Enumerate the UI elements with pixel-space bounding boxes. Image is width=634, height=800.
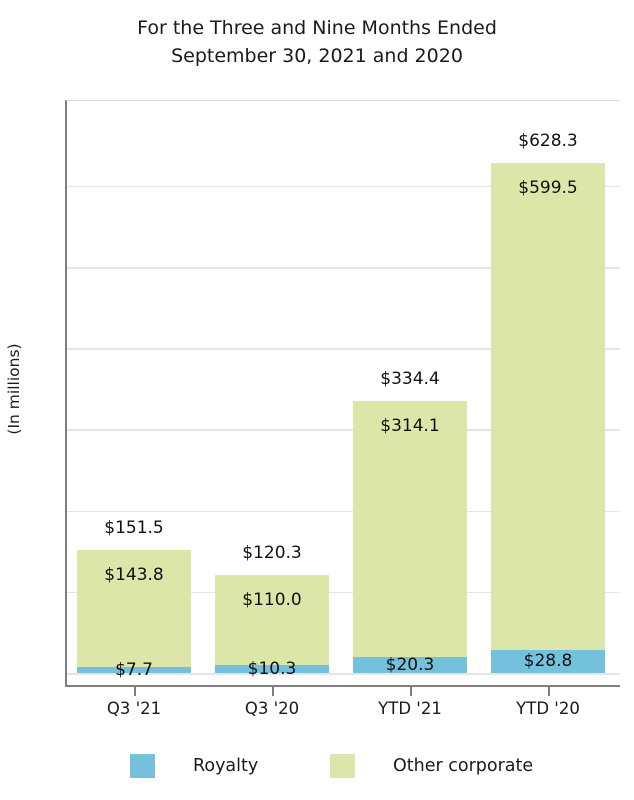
bar-segment-other-corporate [77,549,191,667]
x-tick-label-1: Q3 '21 [106,699,162,718]
bar-segment-royalty [491,649,605,673]
x-tick [548,687,550,696]
bar-segment-royalty [353,656,467,673]
x-tick [410,687,412,696]
bar-segment-royalty [77,666,191,673]
plot-area: $151.5 $143.8 $7.7 Q3 '21 $120.3 $110.0 $10.3 Q… [65,100,620,718]
chart-title-line1: For the Three and Nine Months Ended [137,17,497,39]
bar-label-other-corporate: $143.8 [104,564,164,585]
gridline-0 [67,673,620,675]
bar-label-royalty: $28.8 [523,651,573,672]
legend-label-royalty: Royalty [193,756,259,776]
x-tick [272,687,274,696]
x-tick-label-3: YTD '21 [378,699,442,718]
chart-title-line2: September 30, 2021 and 2020 [171,45,463,67]
gridline-600 [67,185,620,188]
gridline-200 [67,510,620,513]
bar-label-royalty: $7.7 [115,659,153,680]
gridline-400 [67,348,620,350]
bar-label-other-corporate: $314.1 [380,416,440,437]
bar-label-royalty: $10.3 [247,658,297,679]
bar-segment-royalty [215,664,329,673]
bar-segment-other-corporate [353,401,467,657]
bar-total-label: $334.4 [380,369,440,390]
bar-total-label: $151.5 [104,517,164,538]
x-tick [134,687,136,696]
bar-total-label: $120.3 [242,543,302,564]
legend-label-other-corporate: Other corporate [393,756,534,776]
legend-swatch-other-corporate [330,754,355,778]
bar-label-other-corporate: $599.5 [518,177,578,198]
legend: Royalty Other corporate [0,753,634,781]
legend-swatch-royalty [130,754,155,778]
bar-label-other-corporate: $110.0 [242,590,302,611]
chart-title: For the Three and Nine Months Ended Sept… [0,14,634,70]
gridline-500 [67,267,620,269]
gridline-300 [67,429,620,431]
bar-total-label: $628.3 [518,130,578,151]
x-tick-label-2: Q3 '20 [244,699,300,718]
bar-segment-other-corporate [215,575,329,665]
gridline-100 [67,591,620,594]
x-tick-label-4: YTD '20 [516,699,580,718]
y-axis-label: (In millions) [5,343,23,435]
bar-label-royalty: $20.3 [385,654,435,675]
bar-segment-other-corporate [491,162,605,650]
